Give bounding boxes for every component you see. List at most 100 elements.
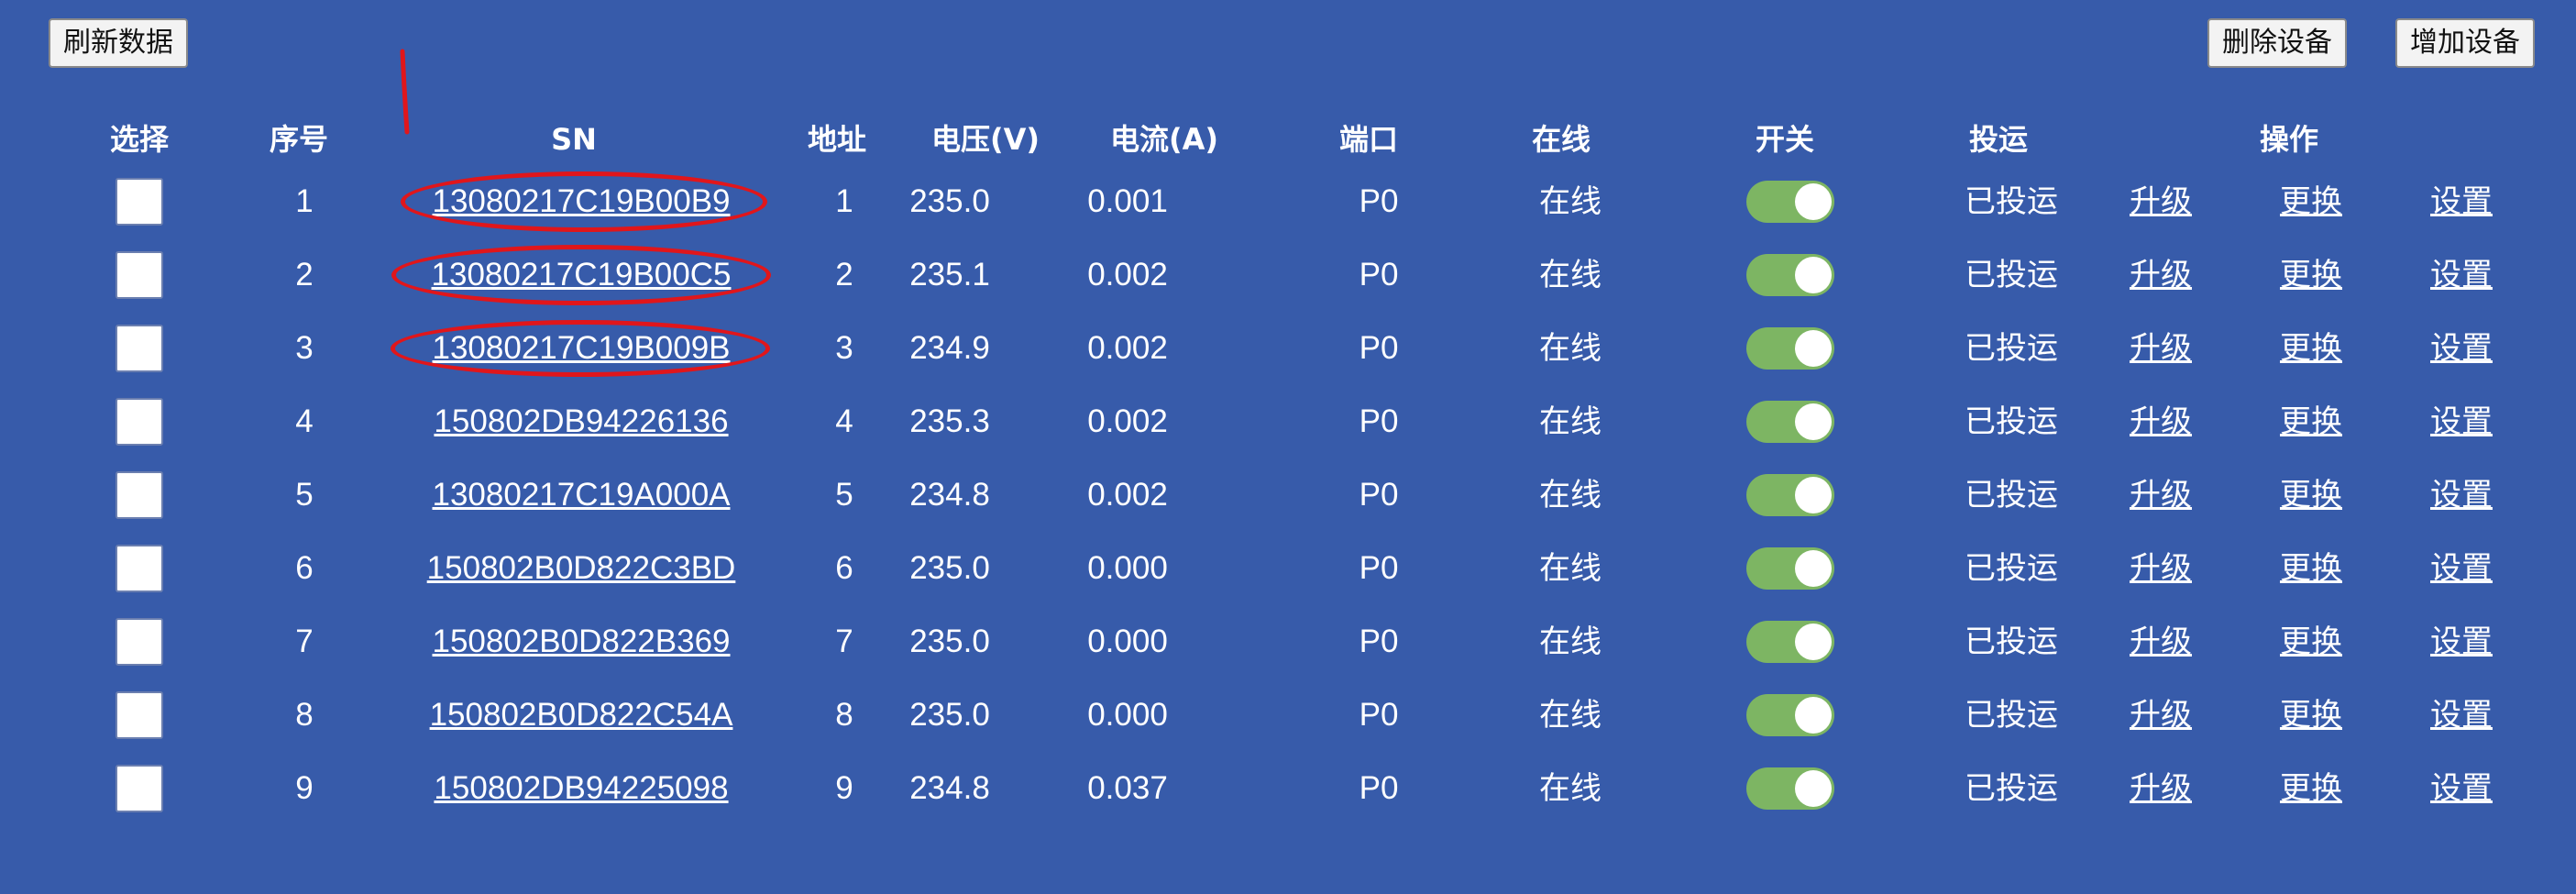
select-checkbox[interactable] (116, 691, 163, 739)
settings-link[interactable]: 设置 (2430, 330, 2493, 367)
replace-link[interactable]: 更换 (2280, 330, 2342, 367)
online-status: 在线 (1539, 403, 1602, 440)
upgrade-link[interactable]: 升级 (2130, 257, 2192, 293)
select-checkbox[interactable] (116, 765, 163, 812)
online-status: 在线 (1539, 477, 1602, 513)
commission-status: 已投运 (1965, 770, 2058, 807)
address-cell: 6 (835, 550, 853, 586)
commission-status: 已投运 (1965, 330, 2058, 367)
replace-link[interactable]: 更换 (2280, 183, 2342, 220)
row-index: 6 (295, 550, 314, 586)
upgrade-link[interactable]: 升级 (2130, 183, 2192, 220)
toggle-knob (1795, 770, 1832, 807)
delete-device-button[interactable]: 删除设备 (2207, 18, 2347, 68)
power-toggle[interactable] (1746, 401, 1834, 443)
row-index: 8 (295, 697, 314, 733)
header-index: 序号 (269, 122, 329, 157)
row-index: 5 (295, 477, 314, 513)
row-index: 9 (295, 770, 314, 806)
port-cell: P0 (1359, 624, 1399, 659)
power-toggle[interactable] (1746, 694, 1834, 736)
settings-link[interactable]: 设置 (2430, 477, 2493, 513)
select-checkbox[interactable] (116, 398, 163, 446)
power-toggle[interactable] (1746, 181, 1834, 223)
sn-link[interactable]: 150802B0D822C3BD (426, 550, 736, 586)
current-cell: 0.001 (1087, 183, 1168, 219)
voltage-cell: 235.0 (909, 624, 990, 659)
online-status: 在线 (1539, 183, 1602, 220)
toggle-knob (1795, 550, 1832, 587)
voltage-cell: 234.9 (909, 330, 990, 366)
port-cell: P0 (1359, 330, 1399, 366)
replace-link[interactable]: 更换 (2280, 550, 2342, 587)
replace-link[interactable]: 更换 (2280, 770, 2342, 807)
settings-link[interactable]: 设置 (2430, 183, 2493, 220)
voltage-cell: 235.0 (909, 183, 990, 219)
upgrade-link[interactable]: 升级 (2130, 477, 2192, 513)
current-cell: 0.000 (1087, 624, 1168, 659)
sn-link[interactable]: 150802DB94226136 (434, 403, 729, 439)
upgrade-link[interactable]: 升级 (2130, 403, 2192, 440)
upgrade-link[interactable]: 升级 (2130, 624, 2192, 660)
address-cell: 4 (835, 403, 853, 439)
online-status: 在线 (1539, 257, 1602, 293)
commission-status: 已投运 (1965, 477, 2058, 513)
power-toggle[interactable] (1746, 767, 1834, 810)
sn-link[interactable]: 13080217C19B009B (432, 330, 731, 366)
replace-link[interactable]: 更换 (2280, 697, 2342, 734)
select-checkbox[interactable] (116, 618, 163, 666)
power-toggle[interactable] (1746, 254, 1834, 296)
settings-link[interactable]: 设置 (2430, 697, 2493, 734)
port-cell: P0 (1359, 770, 1399, 806)
sn-link[interactable]: 13080217C19A000A (432, 477, 731, 513)
select-checkbox[interactable] (116, 178, 163, 226)
header-actions: 操作 (2259, 122, 2319, 157)
current-cell: 0.000 (1087, 697, 1168, 733)
power-toggle[interactable] (1746, 547, 1834, 590)
address-cell: 1 (835, 183, 853, 219)
address-cell: 9 (835, 770, 853, 806)
replace-link[interactable]: 更换 (2280, 624, 2342, 660)
select-checkbox[interactable] (116, 251, 163, 299)
select-checkbox[interactable] (116, 325, 163, 372)
commission-status: 已投运 (1965, 624, 2058, 660)
power-toggle[interactable] (1746, 474, 1834, 516)
replace-link[interactable]: 更换 (2280, 477, 2342, 513)
online-status: 在线 (1539, 697, 1602, 734)
current-cell: 0.002 (1087, 477, 1168, 513)
upgrade-link[interactable]: 升级 (2130, 770, 2192, 807)
row-index: 2 (295, 257, 314, 292)
upgrade-link[interactable]: 升级 (2130, 330, 2192, 367)
power-toggle[interactable] (1746, 621, 1834, 663)
toggle-knob (1795, 183, 1832, 220)
settings-link[interactable]: 设置 (2430, 403, 2493, 440)
select-checkbox[interactable] (116, 545, 163, 592)
sn-link[interactable]: 13080217C19B00C5 (431, 257, 732, 292)
upgrade-link[interactable]: 升级 (2130, 697, 2192, 734)
port-cell: P0 (1359, 403, 1399, 439)
select-checkbox[interactable] (116, 471, 163, 519)
voltage-cell: 234.8 (909, 477, 990, 513)
power-toggle[interactable] (1746, 327, 1834, 370)
upgrade-link[interactable]: 升级 (2130, 550, 2192, 587)
replace-link[interactable]: 更换 (2280, 257, 2342, 293)
replace-link[interactable]: 更换 (2280, 403, 2342, 440)
sn-link[interactable]: 13080217C19B00B9 (432, 183, 731, 219)
commission-status: 已投运 (1965, 697, 2058, 734)
voltage-cell: 235.3 (909, 403, 990, 439)
sn-link[interactable]: 150802DB94225098 (434, 770, 729, 806)
header-voltage: 电压(V) (930, 122, 1040, 157)
settings-link[interactable]: 设置 (2430, 550, 2493, 587)
settings-link[interactable]: 设置 (2430, 770, 2493, 807)
address-cell: 2 (835, 257, 853, 292)
add-device-button[interactable]: 增加设备 (2395, 18, 2535, 68)
settings-link[interactable]: 设置 (2430, 624, 2493, 660)
voltage-cell: 234.8 (909, 770, 990, 806)
refresh-data-button[interactable]: 刷新数据 (49, 18, 188, 68)
address-cell: 3 (835, 330, 853, 366)
settings-link[interactable]: 设置 (2430, 257, 2493, 293)
current-cell: 0.037 (1087, 770, 1168, 806)
commission-status: 已投运 (1965, 550, 2058, 587)
sn-link[interactable]: 150802B0D822B369 (432, 624, 731, 659)
sn-link[interactable]: 150802B0D822C54A (429, 697, 733, 733)
